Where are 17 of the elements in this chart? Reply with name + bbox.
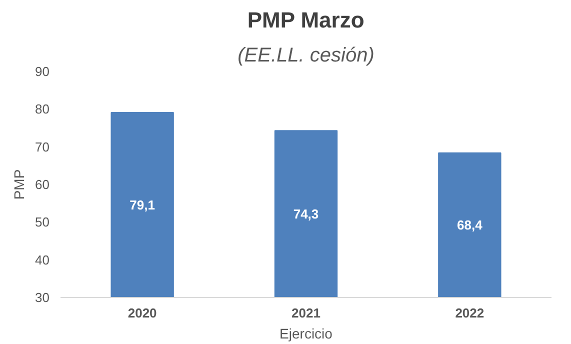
x-tick-label: 2021	[292, 306, 320, 320]
data-label: 79,1	[130, 198, 155, 213]
y-tick-label: 60	[35, 177, 50, 192]
y-tick-label: 40	[35, 252, 50, 268]
y-tick-label: 90	[35, 64, 50, 79]
x-tick-label: 2020	[128, 306, 157, 320]
x-tick-label: 2022	[455, 306, 484, 320]
y-tick-label: 30	[35, 290, 50, 305]
y-tick-label: 80	[35, 102, 50, 117]
chart-subtitle: (EE.LL. cesión)	[238, 44, 374, 66]
y-axis-title: PMP	[11, 169, 28, 200]
y-tick-label: 70	[35, 139, 50, 154]
y-tick-label: 50	[35, 214, 50, 230]
x-axis-title: Ejercicio	[280, 326, 333, 342]
chart-title: PMP Marzo	[247, 8, 364, 32]
data-label: 68,4	[457, 218, 484, 233]
data-label: 74,3	[293, 206, 319, 222]
